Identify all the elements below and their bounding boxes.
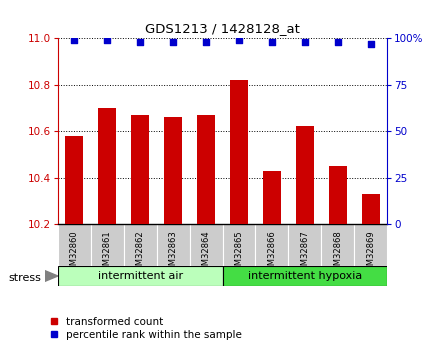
- Bar: [222, 266, 387, 286]
- Polygon shape: [44, 270, 58, 282]
- Bar: [65, 136, 83, 224]
- Text: GSM32860: GSM32860: [70, 230, 79, 276]
- Text: stress: stress: [9, 273, 42, 283]
- Title: GDS1213 / 1428128_at: GDS1213 / 1428128_at: [145, 22, 300, 36]
- Legend: transformed count, percentile rank within the sample: transformed count, percentile rank withi…: [50, 317, 242, 340]
- Text: intermittent hypoxia: intermittent hypoxia: [248, 271, 362, 281]
- Bar: [91, 224, 124, 266]
- Bar: [362, 194, 380, 224]
- Text: GSM32866: GSM32866: [267, 230, 276, 276]
- Text: GSM32863: GSM32863: [169, 230, 178, 276]
- Bar: [98, 108, 116, 224]
- Point: [104, 37, 111, 42]
- Point: [334, 39, 341, 45]
- Bar: [58, 266, 222, 286]
- Text: GSM32865: GSM32865: [235, 230, 243, 276]
- Bar: [222, 224, 255, 266]
- Point: [170, 39, 177, 45]
- Bar: [321, 224, 354, 266]
- Bar: [288, 224, 321, 266]
- Point: [301, 39, 308, 45]
- Bar: [263, 171, 281, 224]
- Text: GSM32864: GSM32864: [202, 230, 210, 276]
- Point: [202, 39, 210, 45]
- Bar: [131, 115, 149, 224]
- Text: GSM32862: GSM32862: [136, 230, 145, 276]
- Bar: [230, 80, 248, 224]
- Point: [71, 37, 78, 42]
- Text: intermittent air: intermittent air: [97, 271, 183, 281]
- Point: [367, 41, 374, 46]
- Text: GSM32868: GSM32868: [333, 230, 342, 276]
- Bar: [255, 224, 288, 266]
- Bar: [124, 224, 157, 266]
- Bar: [329, 166, 347, 224]
- Bar: [58, 224, 91, 266]
- Bar: [157, 224, 190, 266]
- Bar: [164, 117, 182, 224]
- Point: [235, 37, 243, 42]
- Bar: [197, 115, 215, 224]
- Bar: [296, 127, 314, 224]
- Text: GSM32869: GSM32869: [366, 230, 375, 276]
- Bar: [190, 224, 222, 266]
- Text: GSM32861: GSM32861: [103, 230, 112, 276]
- Bar: [354, 224, 387, 266]
- Text: GSM32867: GSM32867: [300, 230, 309, 276]
- Point: [137, 39, 144, 45]
- Point: [268, 39, 275, 45]
